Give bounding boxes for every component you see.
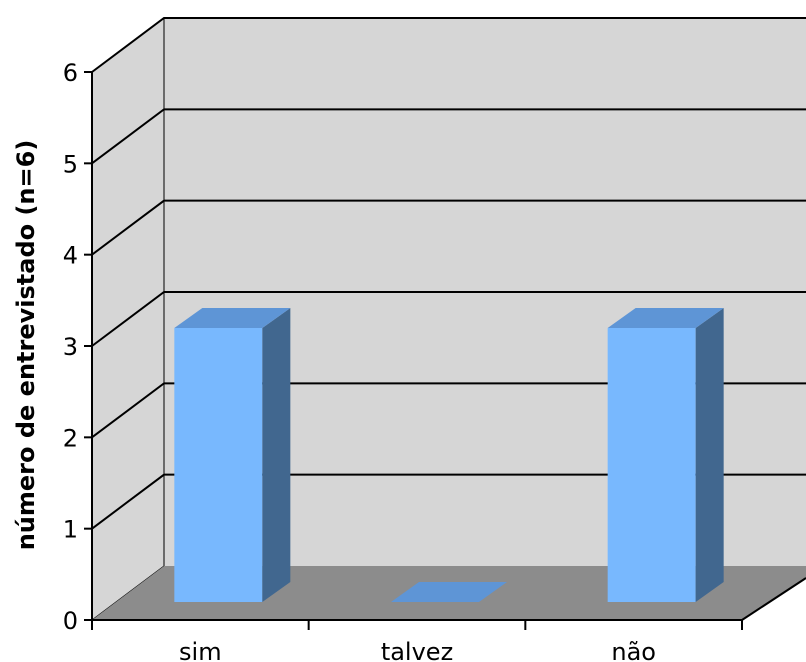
x-tick-label: sim xyxy=(179,638,222,662)
y-tick-label: 4 xyxy=(63,242,78,270)
bar-top xyxy=(391,582,507,602)
gridlines xyxy=(91,17,806,530)
gridline xyxy=(91,108,806,165)
gridline xyxy=(91,291,806,347)
bar xyxy=(391,582,507,602)
bar xyxy=(607,308,724,602)
y-tick-label: 2 xyxy=(63,424,78,452)
y-axis: 0 1 2 3 4 5 6 xyxy=(63,59,93,635)
y-tick-label: 0 xyxy=(63,607,78,635)
gridline xyxy=(91,199,806,256)
y-axis-label: número de entrevistado (n=6) xyxy=(12,140,40,551)
bar-front xyxy=(607,328,696,602)
gridline xyxy=(91,473,806,530)
gridline xyxy=(91,382,806,439)
x-tick-label: não xyxy=(611,638,656,662)
bar-side xyxy=(262,308,291,602)
x-axis: sim talvez não xyxy=(91,577,806,662)
bar-front xyxy=(174,328,263,602)
y-tick-label: 1 xyxy=(63,516,78,544)
floor-edge xyxy=(741,577,806,621)
x-tick-label: talvez xyxy=(381,638,453,662)
bar xyxy=(174,308,291,602)
bar-top xyxy=(174,308,291,328)
y-tick-label: 6 xyxy=(63,59,78,87)
y-tick-label: 3 xyxy=(63,333,78,361)
y-tick-label: 5 xyxy=(63,150,78,178)
bar-top xyxy=(607,308,724,328)
bar-side xyxy=(695,308,724,602)
bars xyxy=(174,308,724,602)
gridline xyxy=(91,17,806,73)
